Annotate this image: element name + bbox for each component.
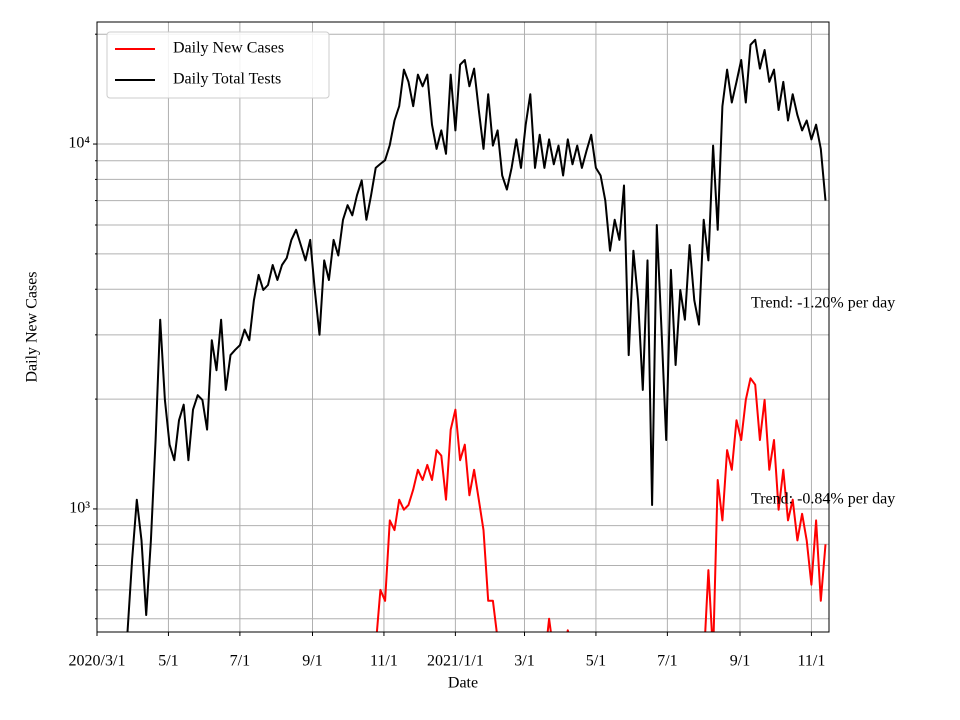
y-axis-label: Daily New Cases <box>24 271 41 382</box>
legend-label: Daily New Cases <box>173 40 284 57</box>
annotation: Trend: -1.20% per day <box>751 295 895 312</box>
x-tick-label: 5/1 <box>586 653 606 670</box>
x-tick-label: 11/1 <box>370 653 398 670</box>
x-tick-label: 5/1 <box>158 653 178 670</box>
y-tick-label: 10³ <box>69 500 90 517</box>
x-tick-label: 7/1 <box>657 653 677 670</box>
plot-frame <box>96 21 830 633</box>
x-tick-label: 2021/1/1 <box>427 653 484 670</box>
x-tick-label: 9/1 <box>302 653 322 670</box>
legend-box <box>106 31 330 99</box>
x-axis-label: Date <box>448 675 478 692</box>
x-tick-label: 11/1 <box>798 653 826 670</box>
annotation: Trend: -0.84% per day <box>751 491 895 508</box>
y-tick-label: 10⁴ <box>68 135 90 152</box>
x-tick-label: 2020/3/1 <box>69 653 126 670</box>
data-line <box>126 38 827 632</box>
legend-label: Daily Total Tests <box>173 71 281 88</box>
data-line <box>375 377 827 632</box>
x-tick-label: 9/1 <box>730 653 750 670</box>
x-tick-label: 3/1 <box>514 653 534 670</box>
x-tick-label: 7/1 <box>230 653 250 670</box>
